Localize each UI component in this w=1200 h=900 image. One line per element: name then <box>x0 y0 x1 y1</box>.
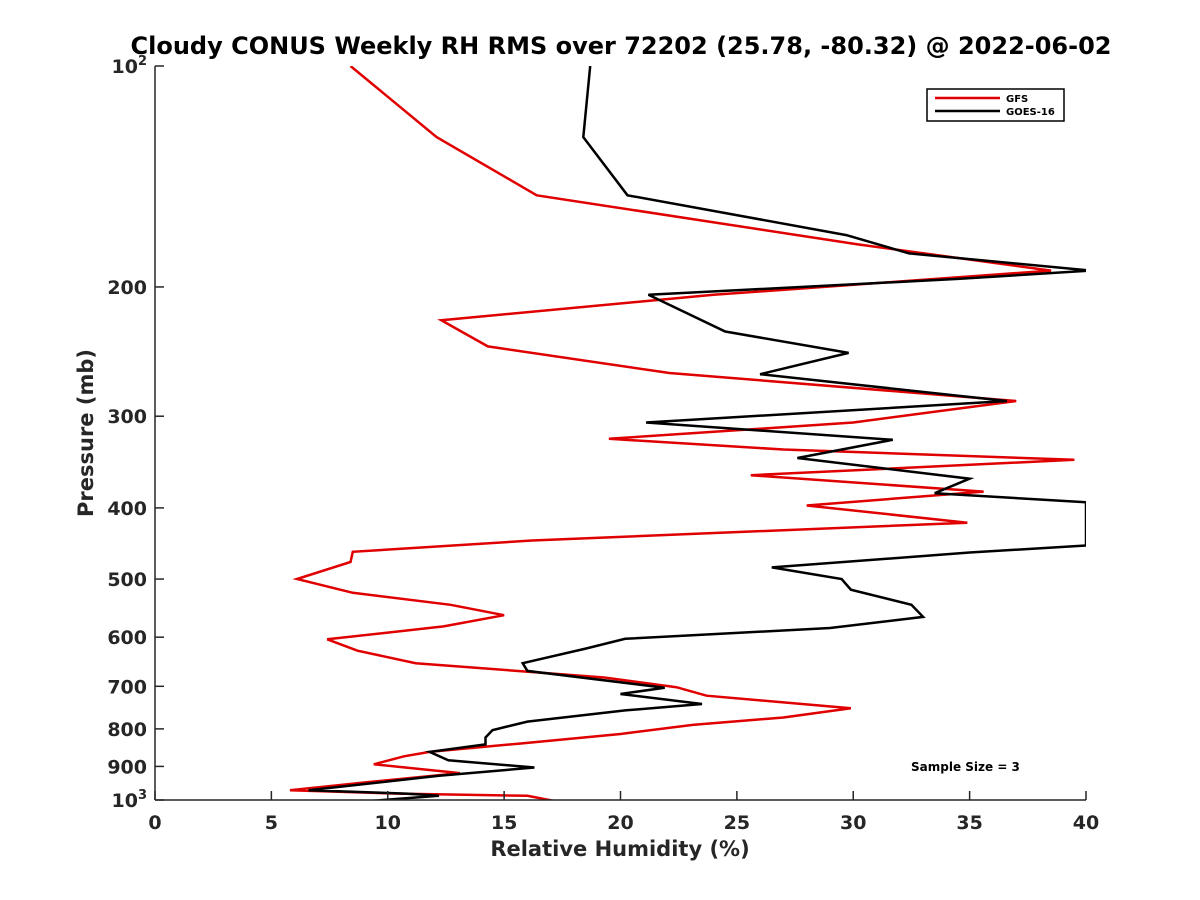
y-tick-label: 400 <box>107 498 147 520</box>
x-tick-label: 10 <box>375 812 401 834</box>
y-tick-label: 800 <box>107 719 147 741</box>
y-tick-label: 500 <box>107 569 147 591</box>
series-line-goes-16 <box>308 66 1086 800</box>
y-tick-label: 600 <box>107 627 147 649</box>
y-axis-label: Pressure (mb) <box>74 349 98 517</box>
y-tick-label: 200 <box>107 277 147 299</box>
y-tick-label: 700 <box>107 676 147 698</box>
x-tick-label: 15 <box>491 812 517 834</box>
y-ticks: 102 200 300 400 500 600 700 800 900 103 <box>107 54 164 812</box>
x-tick-label: 20 <box>607 812 633 834</box>
y-tick-label: 102 <box>112 54 148 78</box>
x-tick-label: 0 <box>148 812 161 834</box>
series-layer <box>289 66 1086 800</box>
y-tick-label: 300 <box>107 406 147 428</box>
x-tick-label: 40 <box>1073 812 1099 834</box>
y-tick-label: 900 <box>107 756 147 778</box>
y-tick-label: 103 <box>112 788 148 812</box>
x-axis-label: Relative Humidity (%) <box>490 837 749 861</box>
series-line-gfs <box>289 66 1075 800</box>
x-ticks: 0 5 10 15 20 25 30 35 40 <box>148 791 1099 834</box>
legend: GFS GOES-16 <box>926 88 1065 122</box>
x-tick-label: 5 <box>265 812 278 834</box>
sample-size-annotation: Sample Size = 3 <box>911 760 1020 774</box>
legend-label-gfs: GFS <box>1006 94 1028 105</box>
legend-box <box>926 88 1065 122</box>
chart-title: Cloudy CONUS Weekly RH RMS over 72202 (2… <box>131 32 1112 60</box>
legend-label-goes16: GOES-16 <box>1006 107 1055 118</box>
x-tick-label: 35 <box>956 812 982 834</box>
x-tick-label: 30 <box>840 812 866 834</box>
x-tick-label: 25 <box>724 812 750 834</box>
